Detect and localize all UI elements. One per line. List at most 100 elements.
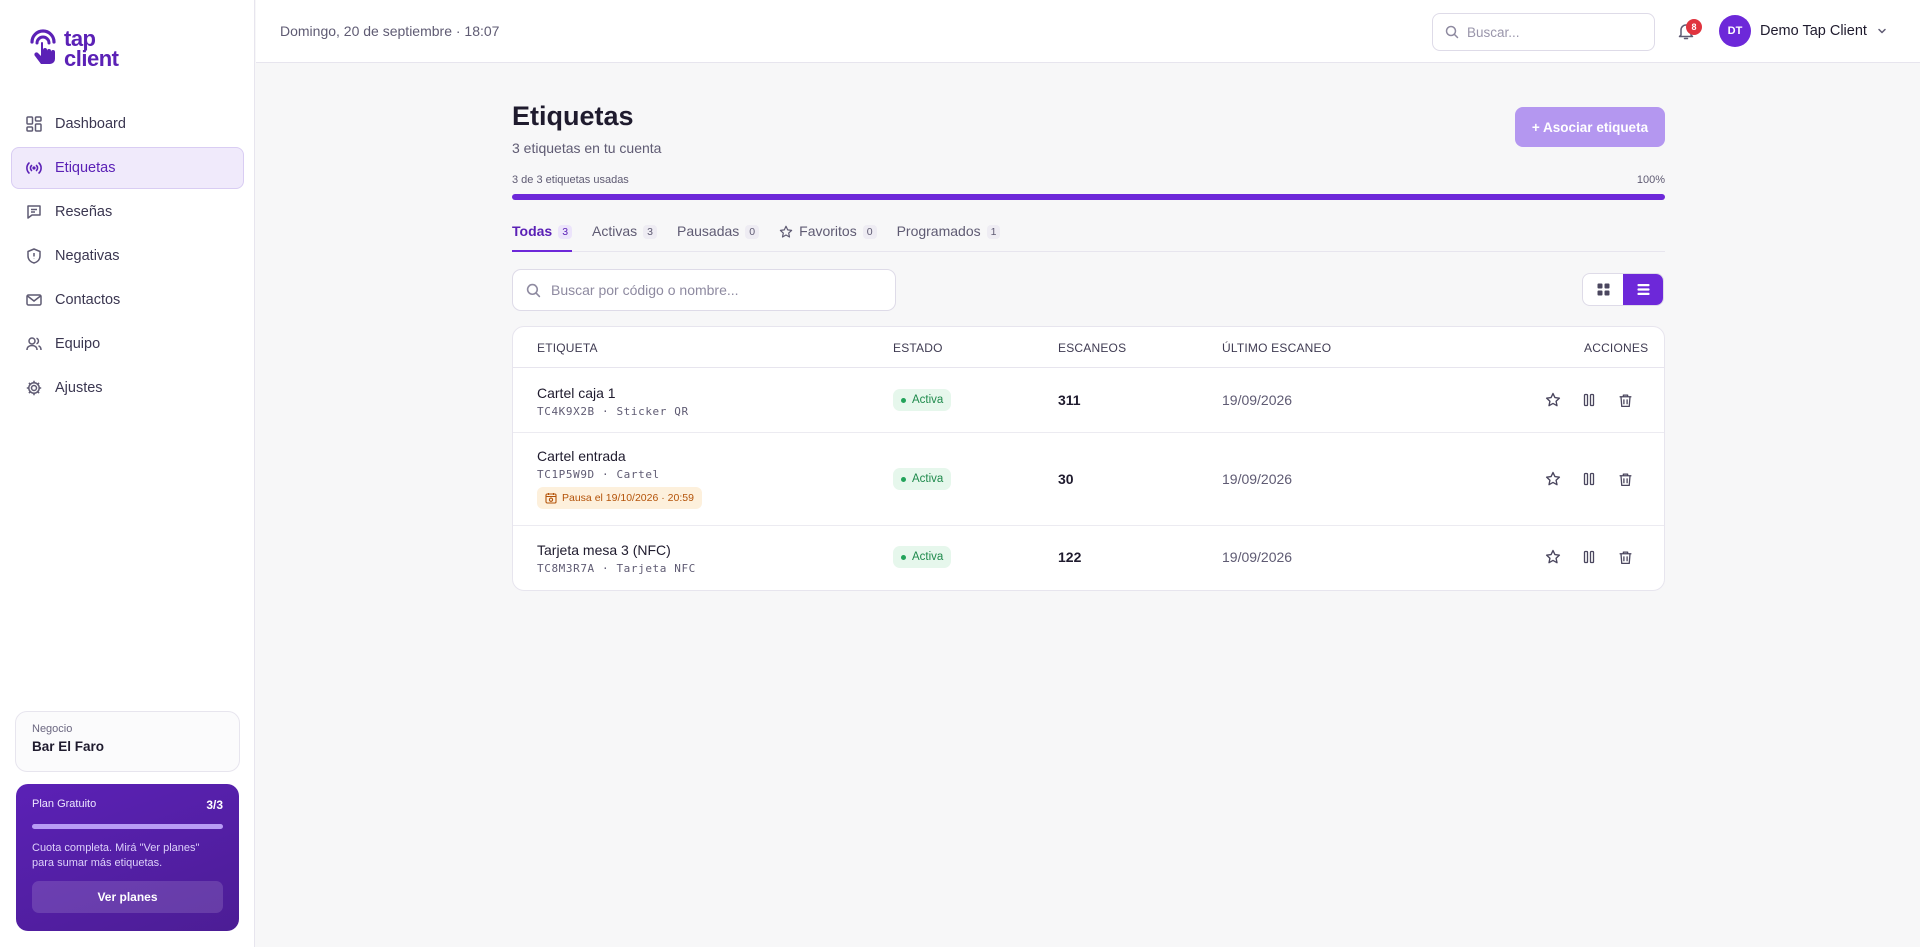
- pause-button[interactable]: [1579, 469, 1599, 489]
- sidebar-item-resenas[interactable]: Reseñas: [11, 191, 244, 233]
- users-icon: [25, 335, 43, 353]
- topbar: Domingo, 20 de septiembre · 18:07 8 DT D…: [256, 0, 1920, 63]
- usage-fill: [512, 194, 1665, 200]
- tag-name: Cartel entrada: [537, 448, 626, 464]
- sidebar-item-label: Equipo: [55, 336, 101, 352]
- plan-card: Plan Gratuito 3/3 Cuota completa. Mirá "…: [16, 784, 239, 931]
- mail-icon: [25, 291, 43, 309]
- global-search-input[interactable]: [1467, 24, 1637, 40]
- favorite-button[interactable]: [1543, 547, 1563, 567]
- trash-icon: [1619, 473, 1631, 486]
- sidebar-item-ajustes[interactable]: Ajustes: [11, 367, 244, 409]
- tab-programados[interactable]: Programados 1: [897, 222, 1001, 252]
- view-toggle: [1582, 273, 1664, 306]
- list-view-button[interactable]: [1623, 274, 1663, 305]
- brand-logo[interactable]: tap client: [26, 28, 119, 71]
- calendar-clock-icon: [545, 493, 557, 504]
- scheduled-pause-label: Pausa el 19/10/2026 · 20:59: [562, 492, 694, 504]
- brand-line-2: client: [64, 46, 119, 71]
- grid-view-button[interactable]: [1583, 274, 1623, 305]
- global-search[interactable]: [1432, 13, 1655, 51]
- notification-badge: 8: [1686, 19, 1702, 35]
- page-title: Etiquetas: [512, 101, 634, 131]
- usage-label: 3 de 3 etiquetas usadas: [512, 174, 629, 186]
- tag-search-input[interactable]: [551, 282, 871, 298]
- delete-button[interactable]: [1615, 390, 1635, 410]
- sidebar-item-negativas[interactable]: Negativas: [11, 235, 244, 277]
- status-dot: [901, 554, 906, 560]
- search-icon: [526, 283, 541, 297]
- plan-count: 3/3: [206, 798, 223, 812]
- sidebar-item-contactos[interactable]: Contactos: [11, 279, 244, 321]
- tab-label: Todas: [512, 223, 553, 239]
- table-row[interactable]: Tarjeta mesa 3 (NFC) TC8M3R7A · Tarjeta …: [513, 526, 1664, 590]
- tag-cell: Tarjeta mesa 3 (NFC) TC8M3R7A · Tarjeta …: [537, 542, 696, 575]
- tap-hand-icon: [30, 29, 56, 64]
- sidebar-nav: Dashboard Etiquetas Reseñas Negativas Co…: [11, 103, 244, 411]
- tag-code: TC8M3R7A · Tarjeta NFC: [537, 562, 696, 575]
- pause-icon: [1583, 550, 1595, 564]
- search-icon: [1445, 25, 1459, 39]
- sidebar-item-label: Negativas: [55, 248, 120, 264]
- sidebar-item-label: Dashboard: [55, 116, 126, 132]
- tab-label: Pausadas: [677, 223, 740, 239]
- page-subtitle: 3 etiquetas en tu cuenta: [512, 140, 662, 156]
- business-selector[interactable]: Negocio Bar El Faro: [15, 711, 240, 772]
- delete-button[interactable]: [1615, 469, 1635, 489]
- delete-button[interactable]: [1615, 547, 1635, 567]
- col-header-tag: ETIQUETA: [537, 341, 598, 355]
- sidebar-item-label: Contactos: [55, 292, 121, 308]
- tag-name: Tarjeta mesa 3 (NFC): [537, 542, 671, 558]
- list-icon: [1637, 284, 1649, 295]
- status-badge: Activa: [893, 468, 952, 490]
- pause-button[interactable]: [1579, 547, 1599, 567]
- sidebar-item-label: Etiquetas: [55, 160, 116, 176]
- star-icon: [1545, 549, 1561, 564]
- col-header-last-scan: ÚLTIMO ESCANEO: [1222, 341, 1332, 355]
- tag-name: Cartel caja 1: [537, 385, 616, 401]
- sidebar-item-equipo[interactable]: Equipo: [11, 323, 244, 365]
- table-row[interactable]: Cartel entrada TC1P5W9D · Cartel Pausa e…: [513, 433, 1664, 526]
- avatar: DT: [1719, 15, 1751, 47]
- tab-todas[interactable]: Todas 3: [512, 222, 573, 252]
- tab-count: 1: [986, 225, 1001, 239]
- tab-count: 3: [643, 225, 658, 239]
- tag-code: TC1P5W9D · Cartel: [537, 468, 660, 481]
- favorite-button[interactable]: [1543, 469, 1563, 489]
- tab-favoritos[interactable]: Favoritos 0: [779, 222, 877, 252]
- last-scan-date: 19/09/2026: [1222, 549, 1293, 565]
- dashboard-icon: [25, 115, 43, 133]
- pause-icon: [1583, 393, 1595, 407]
- row-actions: [1543, 390, 1635, 410]
- sidebar-item-dashboard[interactable]: Dashboard: [11, 103, 244, 145]
- status-label: Activa: [912, 551, 944, 563]
- business-label: Negocio: [32, 723, 73, 735]
- favorite-button[interactable]: [1543, 390, 1563, 410]
- business-name: Bar El Faro: [32, 739, 105, 754]
- trash-icon: [1619, 394, 1631, 407]
- add-tag-button[interactable]: + Asociar etiqueta: [1515, 107, 1665, 147]
- scan-count: 122: [1058, 549, 1082, 565]
- pause-icon: [1583, 472, 1595, 486]
- gear-icon: [25, 379, 43, 397]
- view-plans-button[interactable]: Ver planes: [32, 881, 223, 913]
- chevron-down-icon: [1878, 28, 1886, 34]
- table-row[interactable]: Cartel caja 1 TC4K9X2B · Sticker QR Acti…: [513, 368, 1664, 433]
- scan-count: 311: [1058, 392, 1081, 408]
- status-label: Activa: [912, 473, 944, 485]
- tag-cell: Cartel entrada TC1P5W9D · Cartel Pausa e…: [537, 448, 702, 509]
- tag-code: TC4K9X2B · Sticker QR: [537, 405, 689, 418]
- plan-name: Plan Gratuito: [32, 798, 97, 810]
- tab-pausadas[interactable]: Pausadas 0: [677, 222, 760, 252]
- plan-usage-fill: [32, 824, 223, 829]
- tag-search[interactable]: [512, 269, 896, 311]
- tab-activas[interactable]: Activas 3: [592, 222, 658, 252]
- pause-button[interactable]: [1579, 390, 1599, 410]
- sidebar-item-etiquetas[interactable]: Etiquetas: [11, 147, 244, 189]
- tab-count: 0: [745, 225, 760, 239]
- row-actions: [1543, 547, 1635, 567]
- tab-count: 0: [862, 225, 877, 239]
- user-menu[interactable]: DT Demo Tap Client: [1719, 15, 1888, 47]
- sidebar: tap client Dashboard Etiquetas Reseñas N…: [0, 0, 255, 947]
- tags-signal-icon: [25, 159, 43, 177]
